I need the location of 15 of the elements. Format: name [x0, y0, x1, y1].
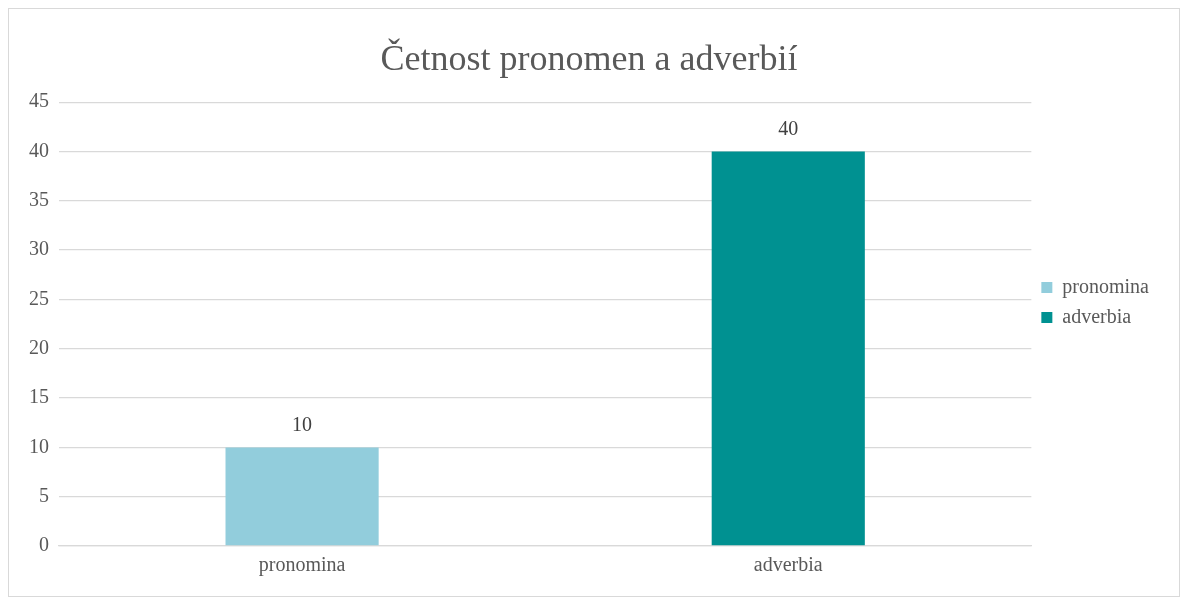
chart-title: Četnost pronomen a adverbií — [380, 38, 798, 79]
y-tick-label: 10 — [29, 434, 49, 457]
y-tick-label: 5 — [39, 483, 49, 506]
y-tick-label: 45 — [29, 89, 49, 112]
y-tick-label: 15 — [29, 385, 49, 408]
y-tick-label: 0 — [39, 533, 49, 556]
data-label: 40 — [778, 116, 799, 139]
y-tick-label: 30 — [29, 237, 49, 260]
legend-label: adverbia — [1062, 304, 1132, 327]
y-tick-label: 40 — [29, 138, 49, 161]
legend-label: pronomina — [1062, 274, 1150, 298]
y-tick-label: 25 — [29, 286, 49, 309]
y-tick-label: 20 — [29, 336, 49, 359]
data-label: 10 — [292, 412, 313, 435]
y-tick-label: 35 — [29, 188, 49, 211]
